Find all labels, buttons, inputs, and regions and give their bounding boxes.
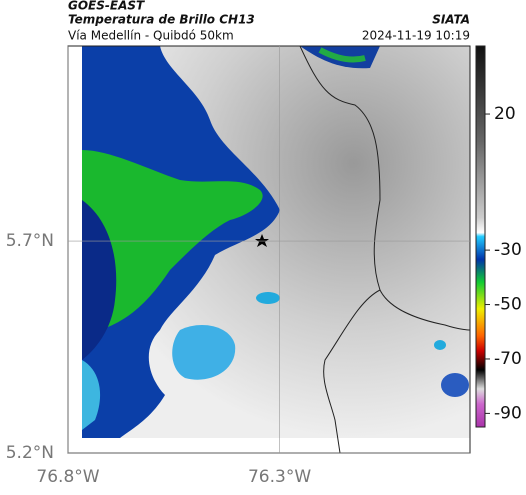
route: Vía Medellín - Quibdó 50km [68,29,234,43]
title: GOES-EAST [68,0,145,13]
colorbar-tick-label: -50 [494,295,522,315]
colorbar [475,45,486,428]
colorbar-tick-label: -90 [494,403,522,423]
agency: SIATA [432,13,470,27]
colorbar-tick-label: 20 [494,104,516,124]
x-tick-label: 76.8°W [36,467,99,487]
subtitle: Temperatura de Brillo CH13 [68,13,255,27]
station-star [255,234,269,247]
y-tick-label: 5.2°N [6,443,54,463]
y-tick-label: 5.7°N [6,231,54,251]
satellite-image [82,46,470,453]
colorbar-tick-label: -30 [494,240,522,260]
colorbar-tick-label: -70 [494,349,522,369]
x-tick-label: 76.3°W [248,467,311,487]
timestamp: 2024-11-19 10:19 [362,29,470,43]
